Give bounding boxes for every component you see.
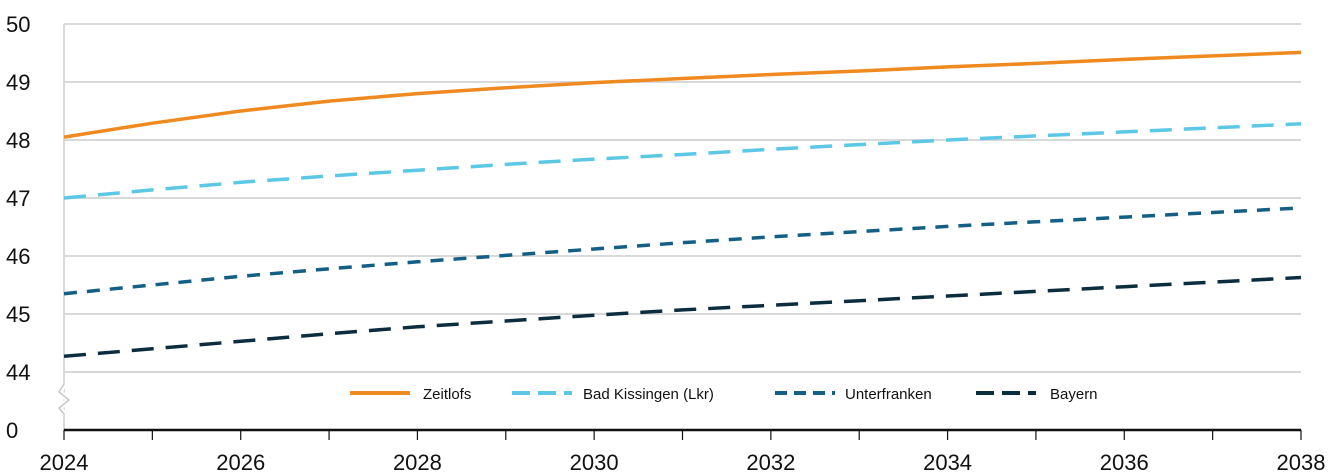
series-line-bayern: [63, 275, 1302, 359]
y-tick-label: 50: [6, 12, 30, 37]
series-line-unterfranken: [63, 206, 1302, 296]
axes: 0 44 45 46 47 48 49 50 2024 2026 2028 2030 2032 2034 2…: [6, 12, 1325, 475]
y-tick-label: 48: [6, 128, 30, 153]
y-tick-label: 46: [6, 244, 30, 269]
y-tick-label: 0: [6, 418, 18, 443]
x-tick-label: 2034: [923, 450, 972, 475]
x-tick-label: 2024: [40, 450, 89, 475]
x-tick-label: 2026: [216, 450, 265, 475]
axis-break-icon: [57, 383, 71, 415]
x-tick-label: 2038: [1277, 450, 1326, 475]
y-tick-label: 44: [6, 360, 30, 385]
series-line-bad-kissingen-lkr-: [63, 122, 1302, 200]
series-lines: [63, 50, 1302, 359]
legend-label: Bad Kissingen (Lkr): [583, 386, 714, 403]
legend-label: Zeitlofs: [423, 386, 471, 403]
x-tick-label: 2032: [746, 450, 795, 475]
x-tick-label: 2036: [1100, 450, 1149, 475]
legend-label: Unterfranken: [845, 386, 932, 403]
y-tick-label: 45: [6, 302, 30, 327]
legend: Zeitlofs Bad Kissingen (Lkr) Unterfranken B…: [350, 386, 1098, 403]
x-tick-label: 2028: [393, 450, 442, 475]
gridlines: [64, 23, 1301, 373]
y-tick-label: 49: [6, 70, 30, 95]
legend-label: Bayern: [1050, 386, 1098, 403]
y-tick-label: 47: [6, 186, 30, 211]
series-line-zeitlofs: [63, 50, 1302, 139]
x-tick-label: 2030: [570, 450, 619, 475]
